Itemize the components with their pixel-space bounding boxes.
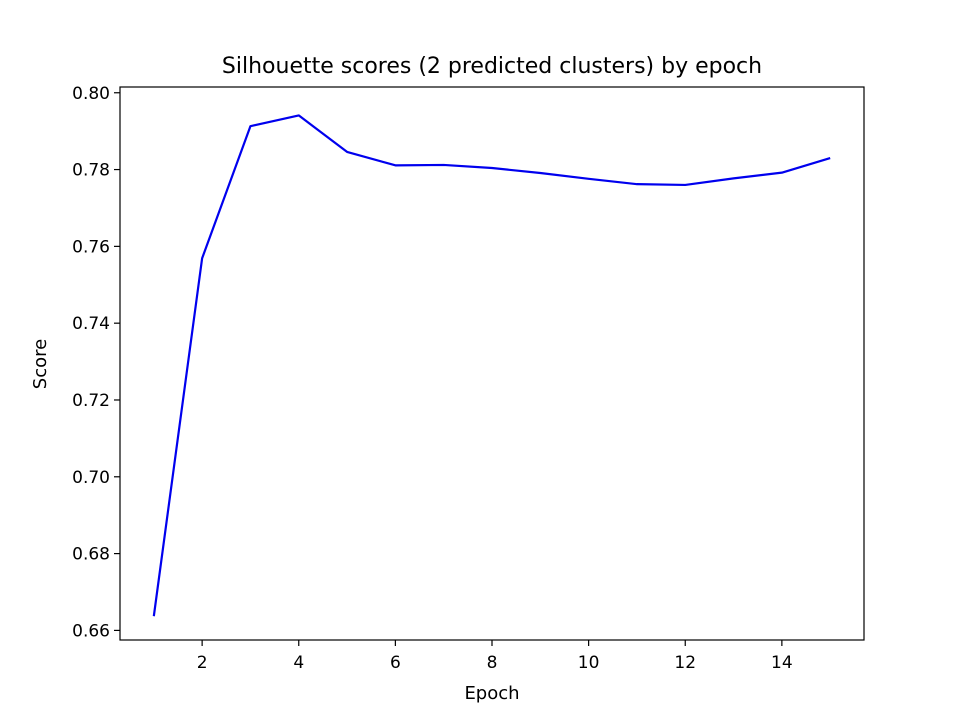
series-layer	[152, 114, 831, 617]
y-tick-label: 0.78	[72, 161, 110, 181]
x-tick-label: 10	[578, 653, 600, 673]
x-tick-label: 2	[197, 653, 208, 673]
y-axis-ticks: 0.66 0.68 0.70 0.72 0.74 0.76 0.78 0.80	[72, 84, 120, 641]
plot-area: 2 4 6 8 10 12 14 0.660.680.700.720.740.760.780…	[72, 84, 865, 673]
chart-title: Silhouette scores (2 predicted clusters)…	[222, 54, 762, 79]
x-tick-label: 6	[390, 653, 401, 673]
y-tick-label: 0.74	[72, 314, 110, 334]
x-tick-label: 4	[293, 653, 304, 673]
x-axis-ticks: 2 4 6 8 10 12 14	[197, 640, 793, 673]
y-tick-label: 0.68	[72, 545, 110, 565]
y-tick-label: 0.80	[72, 84, 110, 104]
x-tick-label: 14	[771, 653, 793, 673]
x-tick-label: 12	[674, 653, 696, 673]
y-axis-label: Score	[30, 339, 51, 389]
x-tick-label: 8	[487, 653, 498, 673]
series-line	[152, 114, 831, 617]
plot-frame	[119, 86, 865, 641]
y-tick-label: 0.66	[72, 621, 110, 641]
y-tick-label: 0.70	[72, 468, 110, 488]
y-tick-label: 0.72	[72, 391, 110, 411]
y-tick-label: 0.76	[72, 237, 110, 257]
x-axis-label: Epoch	[464, 683, 519, 704]
